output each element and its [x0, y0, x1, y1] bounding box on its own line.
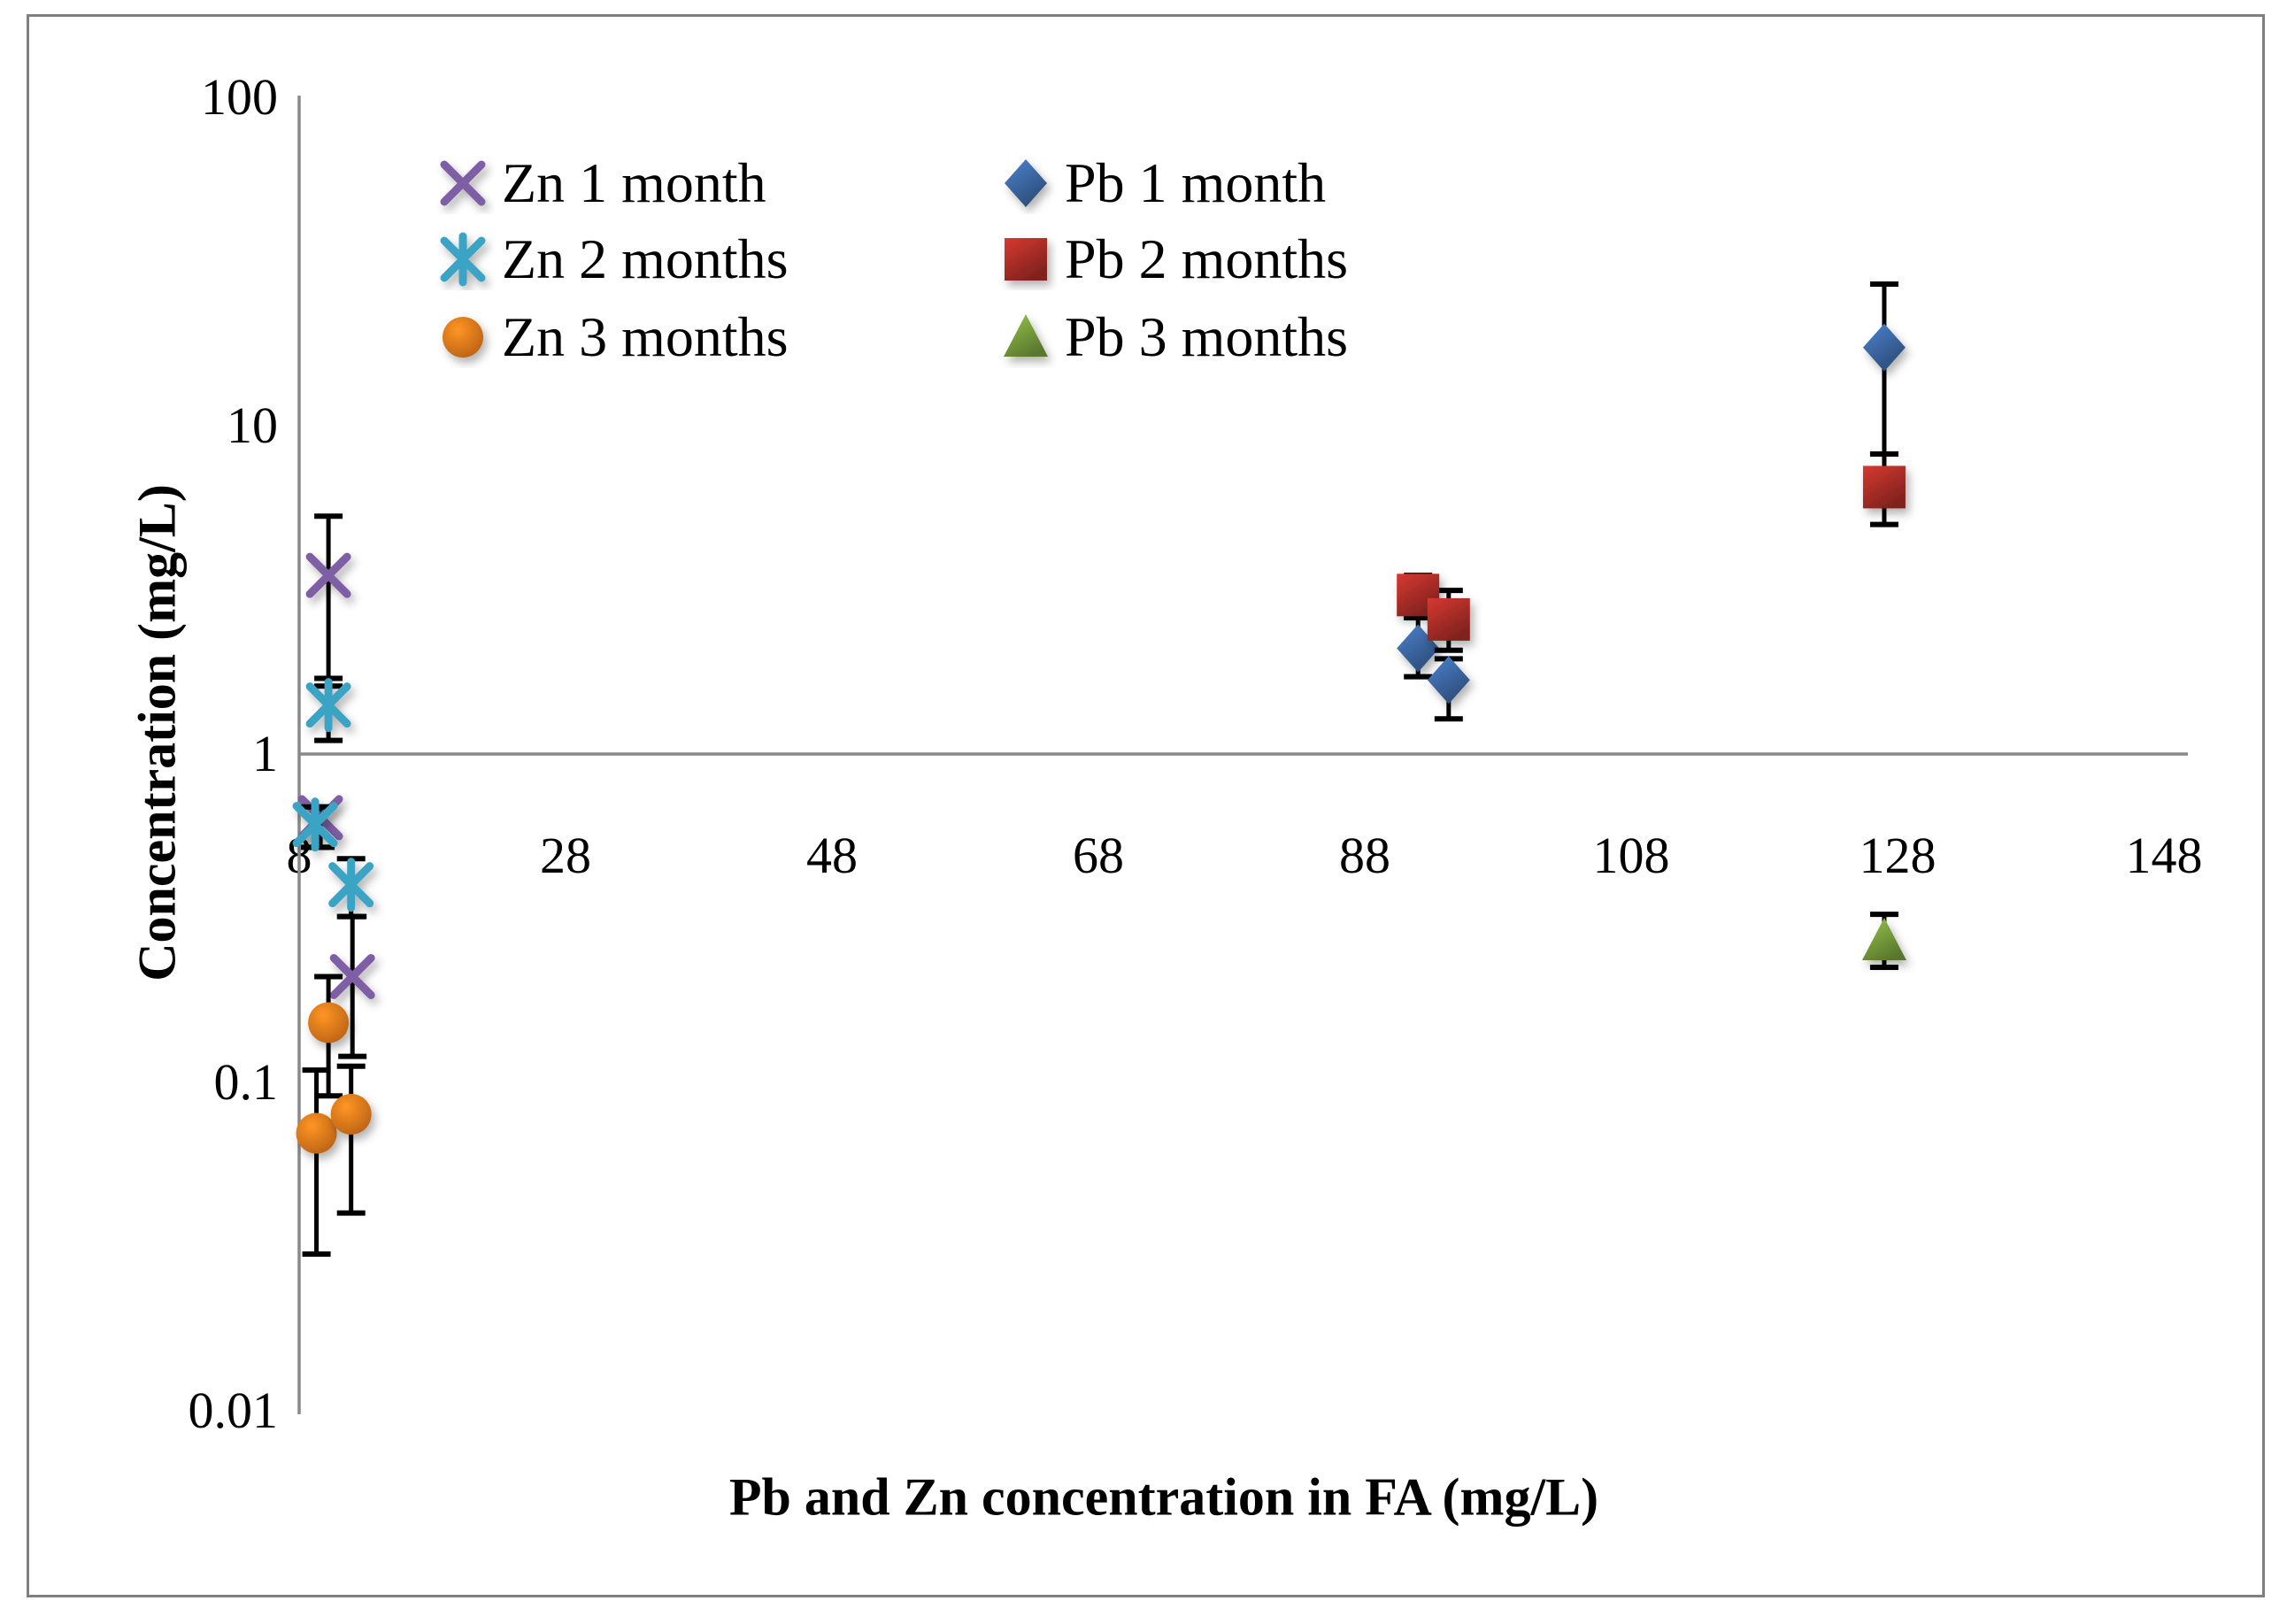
series-pb-1-month — [1397, 281, 1906, 722]
marker-pb-2-months-2 — [1427, 597, 1470, 641]
legend-label: Pb 1 month — [1065, 151, 1327, 214]
marker-zn-1-month-1 — [305, 552, 351, 598]
axes — [297, 96, 2188, 1414]
x-tick-label: 128 — [1859, 827, 1937, 884]
y-tick-label: 0.01 — [188, 1382, 279, 1439]
x-tick-label: 88 — [1339, 827, 1390, 884]
series-zn-3-months — [296, 974, 372, 1257]
x-tick-label: 28 — [540, 827, 591, 884]
series-pb-2-months — [1397, 450, 1906, 653]
x-marker-icon — [440, 160, 486, 206]
error-bar — [302, 1067, 331, 1257]
x-tick-label: 148 — [2125, 827, 2203, 884]
asterisk-marker-icon — [440, 232, 486, 287]
marker-zn-2-months-1 — [305, 678, 351, 733]
marker-zn-3-months-2 — [296, 1112, 337, 1154]
legend-label: Pb 2 months — [1065, 227, 1349, 290]
legend-label: Zn 2 months — [502, 227, 789, 290]
series-zn-2-months — [292, 678, 374, 920]
legend-marker-zn-3-months — [443, 317, 483, 358]
diamond-marker-icon — [1005, 159, 1047, 207]
error-bar — [314, 513, 343, 681]
marker-pb-2-months-3 — [1862, 466, 1906, 509]
legend-marker-pb-1-month — [1005, 159, 1047, 207]
marker-zn-2-months-2 — [292, 797, 338, 852]
x-axis-title: Pb and Zn concentration in FA (mg/L) — [728, 1467, 1599, 1527]
legend-item-zn-3-months: Zn 3 months — [432, 306, 789, 368]
legend-label: Zn 3 months — [502, 305, 789, 368]
legend-marker-zn-1-month — [440, 160, 486, 206]
marker-pb-3-months-1 — [1861, 917, 1906, 960]
legend-item-zn-2-months: Zn 2 months — [432, 228, 789, 290]
y-tick-label: 0.1 — [213, 1053, 279, 1111]
legend-marker-pb-3-months — [1004, 314, 1048, 357]
square-marker-icon — [1005, 238, 1047, 281]
marker-pb-1-month-2 — [1427, 656, 1470, 704]
legend-label: Pb 3 months — [1065, 305, 1349, 368]
error-bar — [336, 1063, 366, 1216]
triangle-marker-icon — [1004, 314, 1048, 357]
marker-zn-2-months-3 — [328, 858, 374, 912]
legend-marker-pb-2-months — [1005, 238, 1047, 281]
y-tick-label: 100 — [201, 68, 278, 126]
legend-item-pb-1-month: Pb 1 month — [995, 152, 1326, 214]
x-tick-label: 48 — [806, 827, 858, 884]
chart-border — [27, 14, 2265, 1597]
marker-zn-3-months-1 — [308, 1002, 350, 1043]
y-tick-label: 1 — [252, 725, 278, 782]
y-tick-label: 10 — [227, 396, 278, 454]
legend-item-pb-2-months: Pb 2 months — [995, 228, 1348, 290]
legend-marker-zn-2-months — [440, 232, 486, 287]
x-tick-label: 108 — [1592, 827, 1670, 884]
marker-zn-1-month-3 — [329, 953, 375, 999]
marker-zn-3-months-3 — [330, 1093, 372, 1135]
x-tick-label: 68 — [1073, 827, 1124, 884]
marker-pb-1-month-3 — [1862, 323, 1906, 372]
legend-item-zn-1-month: Zn 1 month — [432, 152, 766, 214]
legend-item-pb-3-months: Pb 3 months — [995, 306, 1348, 368]
circle-marker-icon — [443, 317, 483, 358]
legend-label: Zn 1 month — [502, 151, 766, 214]
series-pb-3-months — [1861, 912, 1906, 971]
